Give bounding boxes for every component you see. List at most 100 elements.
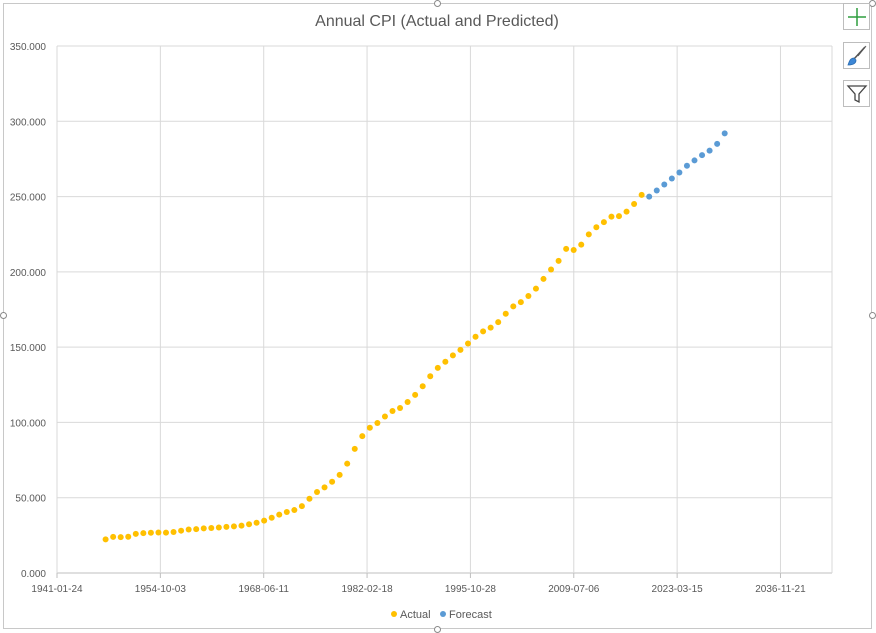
- data-point-forecast[interactable]: [699, 152, 706, 159]
- data-point-actual[interactable]: [608, 213, 615, 220]
- data-point-actual[interactable]: [578, 241, 585, 248]
- data-point-actual[interactable]: [132, 530, 139, 537]
- legend-marker-forecast: [440, 611, 446, 617]
- data-point-actual[interactable]: [162, 529, 169, 536]
- x-axis-tick-labels: 1941-01-24 1954-10-03 1968-06-11 1982-02-18…: [31, 584, 806, 595]
- chart-filters-button[interactable]: [843, 80, 870, 107]
- data-point-actual[interactable]: [283, 509, 290, 516]
- data-point-actual[interactable]: [238, 522, 245, 529]
- x-tick-label: 1995-10-28: [445, 584, 497, 595]
- data-point-actual[interactable]: [313, 488, 320, 495]
- legend-label-forecast: Forecast: [449, 609, 492, 621]
- y-tick-label: 300.000: [10, 117, 47, 128]
- data-point-actual[interactable]: [555, 257, 562, 264]
- data-point-actual[interactable]: [140, 530, 147, 537]
- data-point-actual[interactable]: [344, 460, 351, 467]
- data-point-actual[interactable]: [223, 523, 230, 530]
- data-point-actual[interactable]: [298, 503, 305, 510]
- data-point-actual[interactable]: [155, 529, 162, 536]
- data-point-actual[interactable]: [404, 398, 411, 405]
- data-point-actual[interactable]: [321, 484, 328, 491]
- data-point-actual[interactable]: [419, 383, 426, 390]
- data-point-actual[interactable]: [472, 333, 479, 340]
- data-point-forecast[interactable]: [683, 162, 690, 169]
- data-point-forecast[interactable]: [714, 140, 721, 147]
- data-point-actual[interactable]: [374, 420, 381, 427]
- data-point-actual[interactable]: [638, 191, 645, 198]
- x-tick-label: 1941-01-24: [31, 584, 83, 595]
- data-point-actual[interactable]: [261, 517, 268, 524]
- data-point-actual[interactable]: [208, 524, 215, 531]
- data-point-actual[interactable]: [170, 529, 177, 536]
- data-point-actual[interactable]: [548, 266, 555, 273]
- chart-elements-button[interactable]: [843, 3, 870, 30]
- x-tick-label: 1968-06-11: [239, 584, 290, 595]
- data-point-actual[interactable]: [110, 533, 117, 540]
- data-point-actual[interactable]: [381, 413, 388, 420]
- resize-handle-top[interactable]: [434, 0, 441, 7]
- data-point-actual[interactable]: [200, 525, 207, 532]
- data-point-actual[interactable]: [412, 391, 419, 398]
- data-point-actual[interactable]: [389, 407, 396, 414]
- data-point-actual[interactable]: [442, 358, 449, 365]
- data-point-actual[interactable]: [230, 523, 237, 530]
- data-point-actual[interactable]: [457, 346, 464, 353]
- data-point-actual[interactable]: [525, 292, 532, 299]
- data-point-actual[interactable]: [268, 514, 275, 521]
- data-point-actual[interactable]: [585, 231, 592, 238]
- x-tick-label: 1954-10-03: [135, 584, 187, 595]
- data-point-actual[interactable]: [615, 213, 622, 220]
- data-point-actual[interactable]: [480, 328, 487, 335]
- data-point-actual[interactable]: [178, 527, 185, 534]
- data-point-actual[interactable]: [359, 433, 366, 440]
- data-point-actual[interactable]: [487, 324, 494, 331]
- data-point-actual[interactable]: [246, 521, 253, 528]
- data-point-actual[interactable]: [623, 208, 630, 215]
- data-point-actual[interactable]: [510, 303, 517, 310]
- data-point-actual[interactable]: [351, 445, 358, 452]
- data-point-actual[interactable]: [147, 529, 154, 536]
- data-point-actual[interactable]: [276, 511, 283, 518]
- data-point-actual[interactable]: [517, 299, 524, 306]
- data-point-actual[interactable]: [193, 526, 200, 533]
- data-point-forecast[interactable]: [646, 193, 653, 200]
- data-point-actual[interactable]: [631, 200, 638, 207]
- data-point-actual[interactable]: [366, 424, 373, 431]
- data-point-actual[interactable]: [185, 526, 192, 533]
- data-point-actual[interactable]: [532, 285, 539, 292]
- chart-styles-button[interactable]: [843, 42, 870, 69]
- data-point-actual[interactable]: [102, 536, 109, 543]
- data-point-actual[interactable]: [253, 519, 260, 526]
- data-point-actual[interactable]: [291, 507, 298, 514]
- data-point-actual[interactable]: [336, 471, 343, 478]
- resize-handle-left[interactable]: [0, 312, 7, 319]
- data-point-actual[interactable]: [495, 319, 502, 326]
- data-point-forecast[interactable]: [706, 147, 713, 154]
- data-point-actual[interactable]: [600, 219, 607, 226]
- data-point-actual[interactable]: [125, 533, 132, 540]
- data-point-actual[interactable]: [449, 352, 456, 359]
- x-tick-label: 2023-03-15: [652, 584, 704, 595]
- legend: Actual Forecast: [391, 609, 492, 621]
- data-point-forecast[interactable]: [661, 181, 668, 188]
- data-point-forecast[interactable]: [668, 175, 675, 182]
- data-point-actual[interactable]: [593, 224, 600, 231]
- data-point-actual[interactable]: [427, 373, 434, 380]
- data-point-actual[interactable]: [464, 340, 471, 347]
- data-point-forecast[interactable]: [676, 169, 683, 176]
- data-point-actual[interactable]: [306, 495, 313, 502]
- x-tick-label: 2009-07-06: [548, 584, 600, 595]
- data-point-forecast[interactable]: [721, 130, 728, 137]
- data-point-actual[interactable]: [563, 245, 570, 252]
- data-point-actual[interactable]: [117, 534, 124, 541]
- data-point-actual[interactable]: [434, 364, 441, 371]
- data-point-actual[interactable]: [570, 247, 577, 254]
- data-point-actual[interactable]: [215, 524, 222, 531]
- data-point-actual[interactable]: [540, 275, 547, 282]
- data-point-actual[interactable]: [502, 310, 509, 317]
- data-point-actual[interactable]: [397, 404, 404, 411]
- data-point-actual[interactable]: [329, 478, 336, 485]
- data-point-forecast[interactable]: [691, 157, 698, 164]
- data-point-forecast[interactable]: [653, 187, 660, 194]
